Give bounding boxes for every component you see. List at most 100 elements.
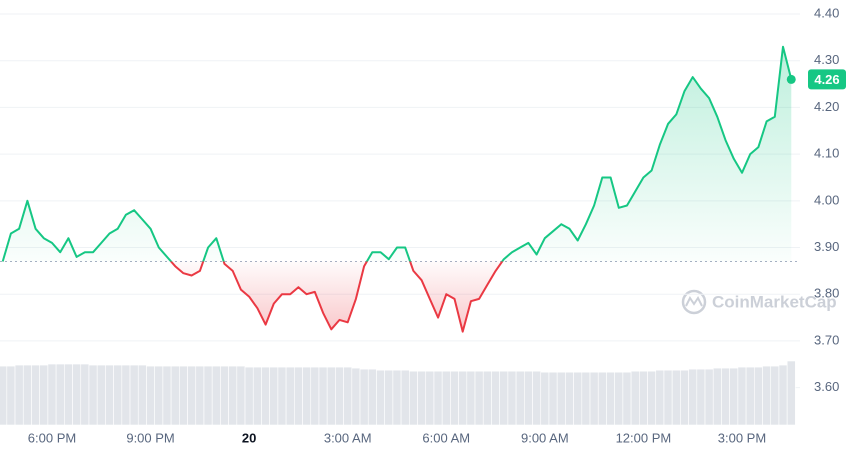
volume-bar <box>80 363 90 426</box>
volume-bar <box>425 370 435 426</box>
volume-bar <box>137 364 147 426</box>
volume-bar <box>622 371 632 426</box>
volume-bar <box>220 365 229 426</box>
last-point <box>786 74 796 84</box>
volume-bar <box>277 366 287 426</box>
y-tick-label: 4.30 <box>814 52 839 67</box>
volume-bar <box>680 369 689 426</box>
volume-bar <box>228 365 238 426</box>
volume-bar <box>614 371 624 426</box>
x-tick-label: 6:00 PM <box>28 430 76 445</box>
volume-bar <box>359 368 369 426</box>
volume-bar <box>417 370 427 426</box>
volume-bar <box>581 371 591 426</box>
volume-bar <box>39 364 49 426</box>
volume-bar <box>64 363 73 426</box>
y-tick-label: 3.70 <box>814 332 839 347</box>
volume-bar <box>597 371 607 426</box>
volume-bar <box>55 363 65 426</box>
volume-bar <box>647 370 657 426</box>
volume-bar <box>532 370 542 426</box>
volume-bar <box>88 364 98 426</box>
volume-bar <box>655 369 665 426</box>
volume-bar <box>721 367 730 426</box>
volume-bar <box>630 370 640 426</box>
volume-bar <box>105 364 114 426</box>
volume-bar <box>162 365 172 426</box>
x-tick-label: 9:00 AM <box>521 430 569 445</box>
volume-bar <box>409 370 418 426</box>
volume-bar <box>778 364 788 426</box>
volume-bar <box>285 366 295 426</box>
volume-bar <box>211 365 221 426</box>
volume-bar <box>187 365 197 426</box>
volume-bar <box>786 360 796 426</box>
x-tick-label: 20 <box>242 430 256 445</box>
volume-bar <box>244 366 254 426</box>
volume-bar <box>499 370 509 426</box>
price-pill-label: 4.26 <box>814 72 839 87</box>
volume-bar <box>491 370 500 426</box>
volume-bar <box>441 370 451 426</box>
y-tick-label: 4.40 <box>814 5 839 20</box>
volume-bar <box>671 369 681 426</box>
watermark-logo-mark <box>685 296 703 307</box>
volume-bar <box>556 371 566 426</box>
watermark-text: CoinMarketCap <box>712 292 837 311</box>
volume-bar <box>154 365 164 426</box>
volume-bar <box>179 365 188 426</box>
volume-bar <box>515 370 525 426</box>
volume-bar <box>236 365 246 426</box>
x-tick-label: 6:00 AM <box>422 430 470 445</box>
volume-bar <box>400 369 410 426</box>
volume-bar <box>0 365 8 426</box>
volume-bar <box>704 368 714 426</box>
volume-bar <box>252 366 262 426</box>
volume-bar <box>688 368 698 426</box>
volume-bar <box>524 370 533 426</box>
volume-bar <box>712 367 722 426</box>
volume-bar <box>203 365 213 426</box>
volume-bar <box>146 365 155 426</box>
y-tick-label: 4.00 <box>814 192 839 207</box>
volume-bar <box>72 363 82 426</box>
volume-bar <box>548 371 558 426</box>
volume-bar <box>31 364 40 426</box>
volume-bar <box>261 366 270 426</box>
watermark-logo <box>681 289 707 315</box>
y-tick-label: 3.90 <box>814 239 839 254</box>
volume-bar <box>565 371 574 426</box>
volume-bar <box>121 364 131 426</box>
volume-bar <box>696 368 706 426</box>
volume-bar <box>663 369 673 426</box>
volume-bar <box>351 367 361 426</box>
x-tick-label: 9:00 PM <box>126 430 174 445</box>
volume-bar <box>540 371 550 426</box>
volume-bar <box>113 364 123 426</box>
volume-bar <box>737 366 747 426</box>
volume-bar <box>589 371 599 426</box>
volume-bar <box>14 364 24 426</box>
y-tick-label: 4.20 <box>814 99 839 114</box>
volume-bar <box>47 363 57 426</box>
volume-bar <box>343 366 353 426</box>
y-tick-label: 3.80 <box>814 286 839 301</box>
volume-bar <box>762 365 772 426</box>
volume-bar <box>376 369 385 426</box>
y-tick-label: 4.10 <box>814 146 839 161</box>
volume-bar <box>195 365 205 426</box>
volume-bar <box>96 364 106 426</box>
volume-bar <box>639 370 648 426</box>
volume-bar <box>326 366 336 426</box>
volume-bar <box>318 366 328 426</box>
volume-bar <box>606 371 615 426</box>
watermark: CoinMarketCap <box>681 289 837 315</box>
volume-bar <box>129 364 139 426</box>
volume-bar <box>450 370 459 426</box>
volume-bar <box>269 366 279 426</box>
volume-bar <box>302 366 312 426</box>
volume-bar <box>466 370 476 426</box>
price-line <box>1 45 793 333</box>
volume-bar <box>754 366 763 426</box>
